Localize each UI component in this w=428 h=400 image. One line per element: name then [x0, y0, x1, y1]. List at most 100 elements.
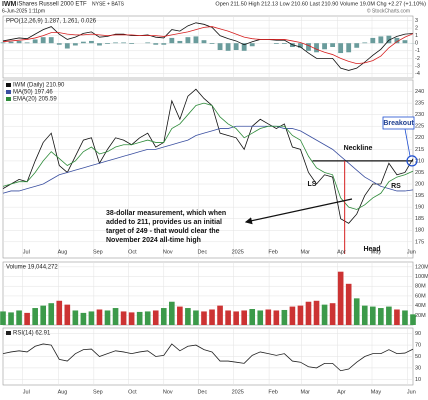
volume-bar — [241, 310, 247, 325]
y-tick-label: 240 — [415, 89, 424, 95]
histogram-bar — [121, 42, 126, 44]
volume-bar — [209, 309, 215, 325]
volume-bar — [88, 311, 95, 325]
histogram-bar — [306, 43, 311, 51]
histogram-bar — [330, 43, 336, 47]
volume-bar — [321, 304, 328, 325]
histogram-bar — [225, 43, 231, 51]
histogram-bar — [338, 43, 344, 54]
histogram-bar — [48, 37, 54, 44]
volume-bar — [313, 300, 320, 325]
x-tick-label: Jun — [407, 389, 416, 395]
volume-bar — [104, 310, 111, 325]
histogram-bar — [370, 37, 376, 44]
volume-bar — [8, 312, 14, 325]
histogram-bar — [97, 43, 102, 46]
volume-bar — [169, 301, 175, 325]
histogram-bar — [32, 39, 38, 44]
breakout-box — [382, 116, 415, 130]
x-tick-label: Nov — [163, 249, 173, 255]
histogram-bar — [233, 43, 239, 51]
y-tick-label: 220 — [415, 135, 424, 141]
volume-bar — [185, 308, 191, 325]
y-tick-label: 120M — [415, 264, 428, 270]
note-line: added to 211, provides us an initial — [106, 219, 222, 226]
y-tick-label: 80M — [415, 284, 426, 290]
volume-bar — [64, 304, 71, 325]
y-tick-label: 0 — [415, 41, 418, 47]
legend-swatch — [6, 331, 11, 335]
annotation: Neckline — [344, 145, 373, 152]
volume-bar — [24, 312, 30, 325]
y-tick-label: 225 — [415, 124, 424, 130]
volume-bar — [144, 311, 151, 325]
histogram-bar — [129, 43, 135, 44]
x-tick-label: Jun — [407, 249, 416, 255]
histogram-bar — [0, 42, 6, 44]
x-tick-label: Apr — [337, 389, 346, 395]
y-tick-label: -4 — [415, 71, 420, 77]
y-tick-label: 90 — [415, 331, 421, 337]
volume-bar — [369, 306, 376, 325]
histogram-bar — [298, 43, 303, 48]
x-tick-label: Nov — [163, 389, 173, 395]
annotation: Breakout — [383, 120, 414, 127]
y-tick-label: 210 — [415, 158, 424, 164]
volume-bar — [201, 311, 207, 325]
histogram-bar — [169, 37, 175, 44]
volume-bar — [257, 310, 264, 325]
legend-label: IWM (Daily) 210.90 — [13, 83, 65, 89]
histogram-bar — [281, 43, 287, 44]
y-tick-label: 235 — [415, 101, 424, 107]
note-line: target of 249 - that would clear the — [106, 228, 220, 235]
volume-bar — [337, 271, 344, 325]
breakout-pointer — [404, 128, 411, 156]
legend-label: EMA(20) 205.59 — [13, 97, 57, 103]
watermark: © StockCharts.com — [367, 7, 410, 14]
x-tick-label: Dec — [197, 249, 207, 255]
volume-bar — [136, 311, 143, 325]
x-tick-label: Aug — [58, 389, 68, 395]
histogram-bar — [185, 37, 191, 44]
histogram-bar — [161, 43, 167, 45]
volume-bar — [48, 303, 55, 325]
volume-bar — [40, 305, 47, 325]
x-tick-label: Mar — [301, 389, 311, 395]
histogram-bar — [177, 40, 183, 44]
y-tick-label: 195 — [415, 193, 424, 199]
x-tick-label: Sep — [93, 249, 103, 255]
note-line: 38-dollar measurement, which when — [106, 210, 226, 217]
y-tick-label: 2 — [415, 26, 418, 32]
volume-bar — [402, 310, 408, 325]
histogram-bar — [105, 43, 110, 44]
histogram-bar — [217, 43, 223, 51]
annotation: LS — [308, 181, 317, 188]
quote: Open 211.50 High 212.13 Low 210.60 Last … — [215, 1, 426, 7]
histogram-bar — [249, 43, 255, 47]
y-tick-label: 30 — [415, 365, 421, 371]
y-tick-label: 10 — [415, 377, 421, 383]
y-tick-label: 70 — [415, 343, 421, 349]
y-tick-label: 185 — [415, 216, 424, 222]
volume-bar — [353, 298, 360, 325]
panel-title: PPO(12,26,9) 1.287, 1.261, 0.026 — [6, 19, 97, 25]
volume-bar — [177, 306, 183, 325]
volume-bar — [96, 309, 103, 325]
panel — [2, 15, 414, 79]
histogram-bar — [322, 43, 327, 50]
histogram-bar — [72, 43, 78, 46]
volume-bar — [305, 301, 312, 325]
y-tick-label: 200 — [415, 181, 424, 187]
histogram-bar — [40, 37, 46, 44]
x-tick-label: Mar — [301, 249, 311, 255]
y-tick-label: 230 — [415, 112, 424, 118]
histogram-bar — [394, 37, 400, 44]
y-tick-label: -2 — [415, 56, 420, 62]
x-tick-label: Jul — [23, 249, 30, 255]
histogram-bar — [8, 41, 14, 44]
volume-bar — [225, 310, 231, 325]
y-tick-label: 20M — [415, 313, 426, 319]
histogram-bar — [145, 42, 151, 44]
volume-bar — [217, 305, 223, 325]
histogram-bar — [24, 42, 30, 44]
